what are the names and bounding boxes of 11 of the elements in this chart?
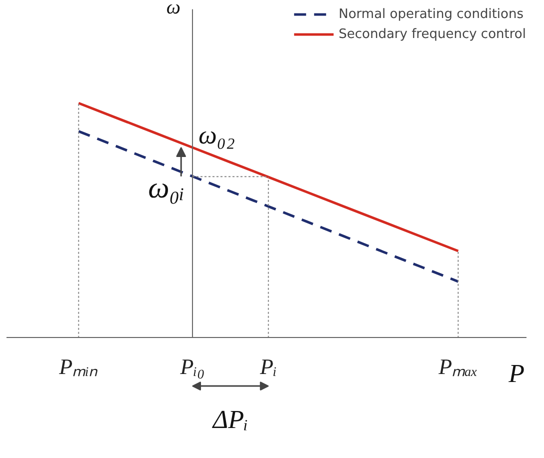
x-tick-label: Pᵢ₀ bbox=[179, 354, 205, 379]
text: ΔPᵢ bbox=[212, 405, 248, 434]
legend-label: Secondary frequency control bbox=[338, 26, 526, 42]
x-tick-label: Pₘₐₓ bbox=[438, 354, 478, 379]
annotation: ω₀₂ bbox=[198, 120, 235, 150]
x-tick-label: Pᵢ bbox=[258, 354, 277, 379]
annotation: ω₀ᵢ bbox=[148, 171, 184, 204]
x-tick-label: Pₘᵢₙ bbox=[58, 354, 98, 379]
x-axis-title: P bbox=[508, 358, 525, 388]
legend-label: Normal operating conditions bbox=[338, 6, 524, 22]
y-axis-title: ω bbox=[166, 0, 180, 19]
